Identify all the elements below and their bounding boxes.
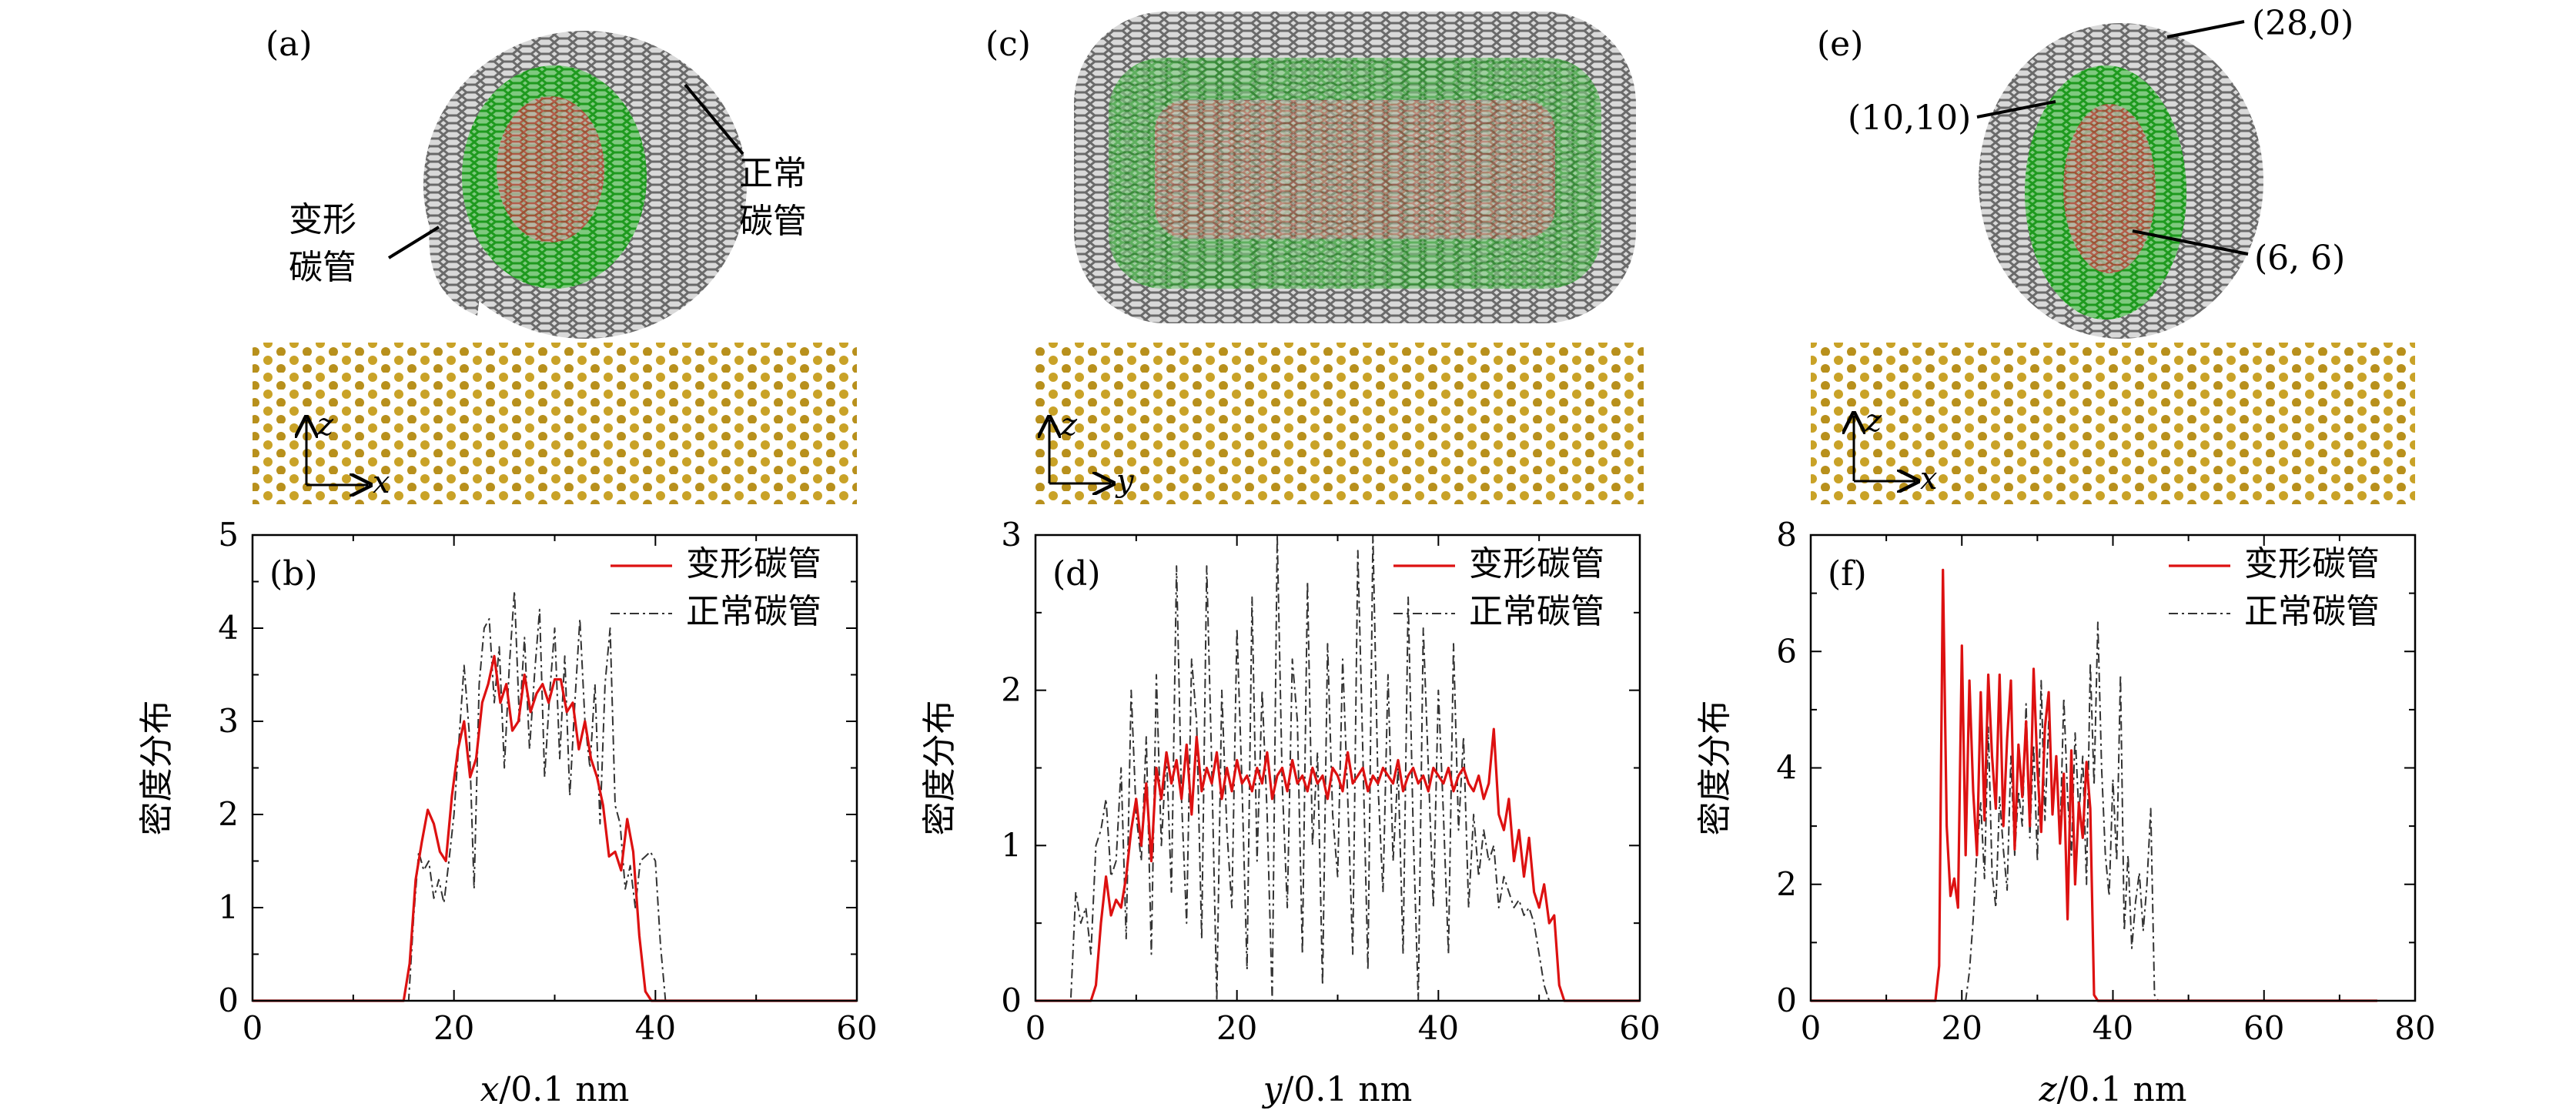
axis-label-z-c: z (1060, 407, 1078, 443)
x-tick-label: 60 (836, 1009, 877, 1047)
y-tick-label: 2 (1776, 865, 1797, 903)
series-line-normal (253, 590, 857, 1002)
y-axis-label: 密度分布 (920, 701, 959, 836)
legend-label: 正常碳管 (1469, 592, 1604, 631)
y-tick-label: 2 (218, 795, 239, 833)
panel-letter: (d) (1052, 554, 1101, 594)
axis-label-x-e: x (1920, 461, 1938, 497)
x-tick-label: 60 (1619, 1009, 1660, 1047)
axis-label-z-e: z (1865, 403, 1882, 439)
axis-label-z-a: z (316, 407, 334, 443)
panel-letter-e: (e) (1817, 25, 1863, 64)
pointer-line-deformed (387, 226, 440, 259)
pointer-line-6-6 (2132, 229, 2249, 256)
y-tick-label: 4 (1776, 749, 1797, 787)
y-tick-label: 2 (1001, 671, 1022, 709)
x-axis-label: y/0.1 nm (1262, 1070, 1413, 1109)
x-tick-label: 40 (635, 1009, 676, 1047)
x-tick-label: 20 (433, 1009, 474, 1047)
y-axis-label: 密度分布 (137, 701, 176, 836)
nanotube-model-e (1979, 23, 2263, 339)
x-tick-label: 20 (1216, 1009, 1257, 1047)
pointer-line-normal (684, 83, 744, 156)
y-tick-label: 3 (1001, 516, 1022, 553)
series-line-normal (1811, 621, 2377, 1002)
legend-label: 变形碳管 (1469, 544, 1604, 584)
top-panel-e: (e) z x (28,0) (10,10) (6, 6) (1811, 4, 2415, 504)
label-10-10: (10,10) (1848, 99, 1971, 138)
y-tick-label: 1 (218, 888, 239, 926)
axis-label-y-c: y (1115, 463, 1135, 499)
y-tick-label: 5 (218, 516, 239, 553)
y-tick-label: 6 (1776, 632, 1797, 670)
top-panel-a: (a) z x 变形 碳管 正常 (253, 25, 857, 504)
pointer-line-10-10 (1976, 100, 2056, 119)
y-tick-label: 0 (1776, 982, 1797, 1019)
x-tick-label: 40 (1418, 1009, 1459, 1047)
x-axis-label: x/0.1 nm (480, 1070, 630, 1109)
legend-label: 正常碳管 (2244, 592, 2380, 631)
axis-arrows-a: z x (306, 407, 390, 500)
y-tick-label: 3 (218, 702, 239, 740)
y-tick-label: 0 (1001, 982, 1022, 1019)
legend-label: 变形碳管 (686, 544, 821, 584)
panel-letter-a: (a) (266, 25, 313, 64)
pointer-line-28-0 (2166, 20, 2245, 38)
x-tick-label: 20 (1942, 1009, 1982, 1047)
panel-letter: (f) (1828, 554, 1867, 594)
label-6-6: (6, 6) (2254, 239, 2345, 278)
series-line-deformed (253, 654, 857, 1002)
label-deformed-tube: 变形 碳管 (289, 200, 367, 287)
x-tick-label: 0 (1025, 1009, 1046, 1047)
label-normal-tube: 正常 碳管 (739, 154, 818, 241)
nanotube-model-c (1074, 12, 1636, 323)
axis-arrows-e: z x (1854, 403, 1938, 497)
x-tick-label: 60 (2243, 1009, 2284, 1047)
series-line-deformed (1035, 727, 1640, 1002)
x-tick-label: 80 (2394, 1009, 2435, 1047)
y-tick-label: 1 (1001, 826, 1022, 864)
y-axis-label: 密度分布 (1695, 701, 1735, 836)
axis-arrows-c: z y (1049, 407, 1135, 499)
x-tick-label: 0 (1801, 1009, 1822, 1047)
y-tick-label: 0 (218, 982, 239, 1019)
panel-letter-c: (c) (985, 25, 1031, 64)
nanotube-model-a (423, 31, 747, 339)
series-line-normal (1035, 534, 1640, 1002)
label-28-0: (28,0) (2252, 4, 2354, 43)
y-tick-label: 4 (218, 609, 239, 647)
x-axis-label: z/0.1 nm (2038, 1070, 2186, 1109)
x-tick-label: 0 (243, 1009, 263, 1047)
axis-label-x-a: x (373, 465, 390, 500)
legend-label: 变形碳管 (2244, 544, 2380, 584)
panel-letter: (b) (269, 554, 318, 594)
series-line-deformed (1811, 568, 2377, 1002)
substrate-a (253, 343, 857, 504)
x-tick-label: 40 (2093, 1009, 2133, 1047)
top-panel-c: (c) z y (985, 12, 1644, 504)
legend-label: 正常碳管 (686, 592, 821, 631)
y-tick-label: 8 (1776, 516, 1797, 553)
substrate-c (1035, 343, 1644, 504)
